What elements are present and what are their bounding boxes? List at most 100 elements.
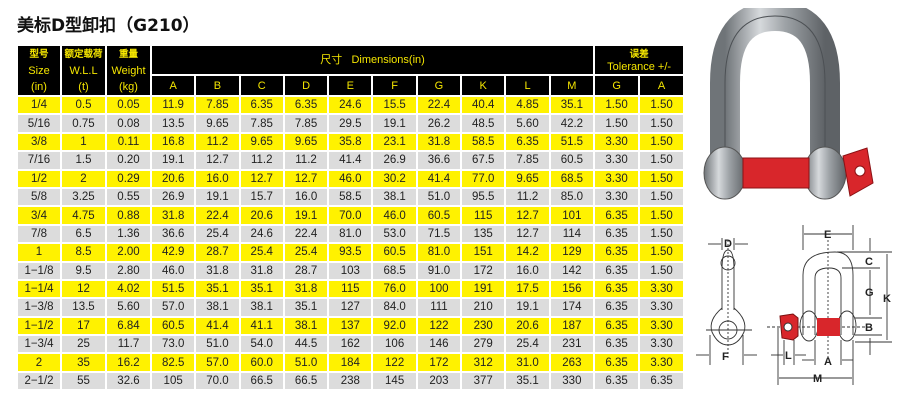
- header-dimensions: 尺寸 Dimensions(in): [152, 46, 594, 75]
- table-cell: 26.2: [417, 115, 461, 132]
- table-cell: 7/16: [18, 152, 60, 169]
- spec-table: 型号 Size (in) 额定载荷 W.L.L (t) 重量 Weight (kg) 尺寸 …: [16, 44, 685, 391]
- table-cell: 23.1: [373, 133, 416, 151]
- table-cell: 5/8: [18, 188, 60, 206]
- table-cell: 7.85: [196, 97, 239, 114]
- table-cell: 377: [462, 372, 505, 390]
- table-cell: 20.6: [240, 207, 283, 224]
- table-row: 1/4 0.5 0.05 11.9 7.85 6.35 6.35 24.6 15.5 22.4 40…: [18, 97, 684, 114]
- table-cell: 312: [462, 354, 505, 371]
- table-cell: 122: [417, 317, 461, 335]
- table-cell: 11.2: [196, 133, 239, 151]
- header-tolerance: 误差 Tolerance +/-: [595, 46, 684, 75]
- table-cell: 51.5: [152, 280, 195, 298]
- table-cell: 46.0: [329, 170, 372, 187]
- table-cell: 24.6: [329, 97, 372, 114]
- table-cell: 22.4: [284, 225, 328, 243]
- header-tol-a: A: [640, 76, 684, 95]
- table-cell: 1/4: [18, 97, 60, 114]
- table-cell: 71.5: [417, 225, 461, 243]
- table-cell: 46.0: [373, 207, 416, 224]
- table-cell: 19.1: [284, 207, 328, 224]
- table-cell: 6.35: [506, 133, 549, 151]
- table-cell: 81.0: [417, 244, 461, 261]
- table-cell: 24.6: [240, 225, 283, 243]
- table-cell: 41.1: [240, 317, 283, 335]
- table-row: 1−1/8 9.5 2.80 46.0 31.8 31.8 28.7 103 68.5 91.0 1…: [18, 262, 684, 279]
- table-cell: 230: [462, 317, 505, 335]
- table-cell: 20.6: [506, 317, 549, 335]
- table-cell: 12.7: [196, 152, 239, 169]
- table-cell: 40.4: [462, 97, 505, 114]
- table-cell: 31.8: [196, 262, 239, 279]
- table-cell: 111: [417, 299, 461, 316]
- table-cell: 238: [329, 372, 372, 390]
- table-cell: 60.5: [417, 207, 461, 224]
- table-cell: 60.0: [240, 354, 283, 371]
- table-cell: 203: [417, 372, 461, 390]
- table-cell: 0.5: [62, 97, 105, 114]
- table-row: 2 35 16.2 82.5 57.0 60.0 51.0 184 122 172 312 31.0 2…: [18, 354, 684, 371]
- table-cell: 20.6: [152, 170, 195, 187]
- table-cell: 6.35: [240, 97, 283, 114]
- table-cell: 6.35: [284, 97, 328, 114]
- table-cell: 7.85: [240, 115, 283, 132]
- table-cell: 1.50: [640, 115, 684, 132]
- table-cell: 187: [550, 317, 594, 335]
- table-row: 7/8 6.5 1.36 36.6 25.4 24.6 22.4 81.0 53.0 71.5 13…: [18, 225, 684, 243]
- table-cell: 55: [62, 372, 105, 390]
- table-cell: 1: [62, 133, 105, 151]
- table-cell: 51.5: [550, 133, 594, 151]
- table-cell: 41.4: [417, 170, 461, 187]
- header-dim-b: B: [196, 76, 239, 95]
- table-cell: 6.35: [595, 372, 639, 390]
- table-cell: 5.60: [506, 115, 549, 132]
- table-cell: 35: [62, 354, 105, 371]
- table-cell: 38.1: [373, 188, 416, 206]
- table-cell: 4.85: [506, 97, 549, 114]
- table-cell: 92.0: [373, 317, 416, 335]
- table-cell: 12.7: [506, 225, 549, 243]
- table-cell: 3.30: [640, 354, 684, 371]
- table-cell: 26.9: [373, 152, 416, 169]
- table-cell: 41.4: [196, 317, 239, 335]
- table-cell: 9.65: [196, 115, 239, 132]
- table-cell: 26.9: [152, 188, 195, 206]
- table-cell: 7.85: [506, 152, 549, 169]
- table-cell: 51.0: [284, 354, 328, 371]
- table-cell: 1.50: [595, 115, 639, 132]
- table-cell: 156: [550, 280, 594, 298]
- table-cell: 105: [152, 372, 195, 390]
- table-cell: 95.5: [462, 188, 505, 206]
- header-dim-e: E: [329, 76, 372, 95]
- table-cell: 3.30: [640, 317, 684, 335]
- table-cell: 38.1: [240, 299, 283, 316]
- table-cell: 85.0: [550, 188, 594, 206]
- label-a: A: [824, 356, 832, 368]
- table-cell: 0.88: [107, 207, 150, 224]
- table-cell: 1/2: [18, 170, 60, 187]
- table-cell: 279: [462, 336, 505, 353]
- header-size: 型号 Size (in): [18, 46, 60, 95]
- table-cell: 115: [462, 207, 505, 224]
- table-cell: 146: [417, 336, 461, 353]
- table-cell: 66.5: [240, 372, 283, 390]
- table-cell: 5.60: [107, 299, 150, 316]
- table-cell: 31.8: [152, 207, 195, 224]
- header-dim-d: D: [284, 76, 328, 95]
- table-cell: 0.55: [107, 188, 150, 206]
- table-cell: 263: [550, 354, 594, 371]
- label-k: K: [883, 293, 891, 305]
- table-row: 1−1/2 17 6.84 60.5 41.4 41.1 38.1 137 92.0 122 230…: [18, 317, 684, 335]
- table-cell: 7/8: [18, 225, 60, 243]
- table-cell: 12.7: [240, 170, 283, 187]
- table-cell: 6.35: [595, 280, 639, 298]
- table-cell: 162: [329, 336, 372, 353]
- table-cell: 4.75: [62, 207, 105, 224]
- table-cell: 11.2: [240, 152, 283, 169]
- table-cell: 25.4: [240, 244, 283, 261]
- table-cell: 58.5: [329, 188, 372, 206]
- table-cell: 11.2: [284, 152, 328, 169]
- table-cell: 101: [550, 207, 594, 224]
- table-cell: 184: [329, 354, 372, 371]
